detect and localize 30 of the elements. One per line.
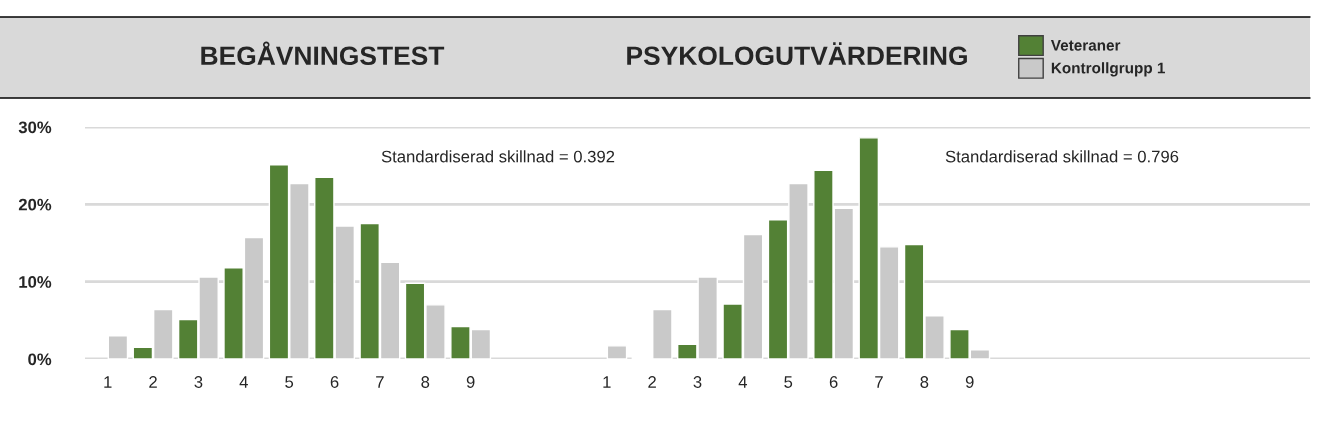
legend-label: Kontrollgrupp 1: [1051, 62, 1165, 77]
x-tick-label: 5: [285, 376, 294, 388]
x-tick-label: 1: [603, 376, 611, 388]
x-tick-label: 3: [194, 376, 203, 388]
legend-label: Veteraner: [1050, 40, 1121, 51]
x-tick-label: 9: [965, 376, 974, 388]
x-tick-label: 3: [693, 376, 702, 388]
x-tick-label: 8: [421, 376, 430, 388]
x-tick-label: 6: [829, 376, 838, 388]
x-tick-label: 9: [466, 376, 475, 388]
x-tick-label: 4: [239, 376, 248, 388]
x-tick-label: 7: [376, 376, 384, 388]
y-tick-label: 0%: [28, 353, 52, 366]
bar: [606, 345, 628, 359]
x-tick-label: 1: [104, 376, 112, 388]
x-tick-label: 6: [330, 376, 339, 388]
annotation: Standardiserad skillnad = 0.392: [381, 150, 615, 163]
x-tick-label: 8: [920, 376, 929, 388]
bar: [107, 335, 129, 359]
x-tick-label: 4: [738, 376, 748, 388]
text: PSYKOLOGUTVÄRDERING: [627, 42, 967, 66]
text: BEGÅVNINGSTEST: [201, 41, 445, 66]
x-tick-label: 2: [149, 376, 157, 388]
y-tick-label: 10%: [19, 276, 52, 288]
y-tick-label: 20%: [18, 198, 52, 211]
x-tick-label: 5: [784, 376, 793, 388]
annotation: Standardiserad skillnad = 0.796: [945, 150, 1179, 163]
x-tick-label: 2: [648, 376, 656, 388]
y-tick-label: 30%: [18, 121, 52, 134]
x-tick-label: 7: [875, 376, 883, 388]
